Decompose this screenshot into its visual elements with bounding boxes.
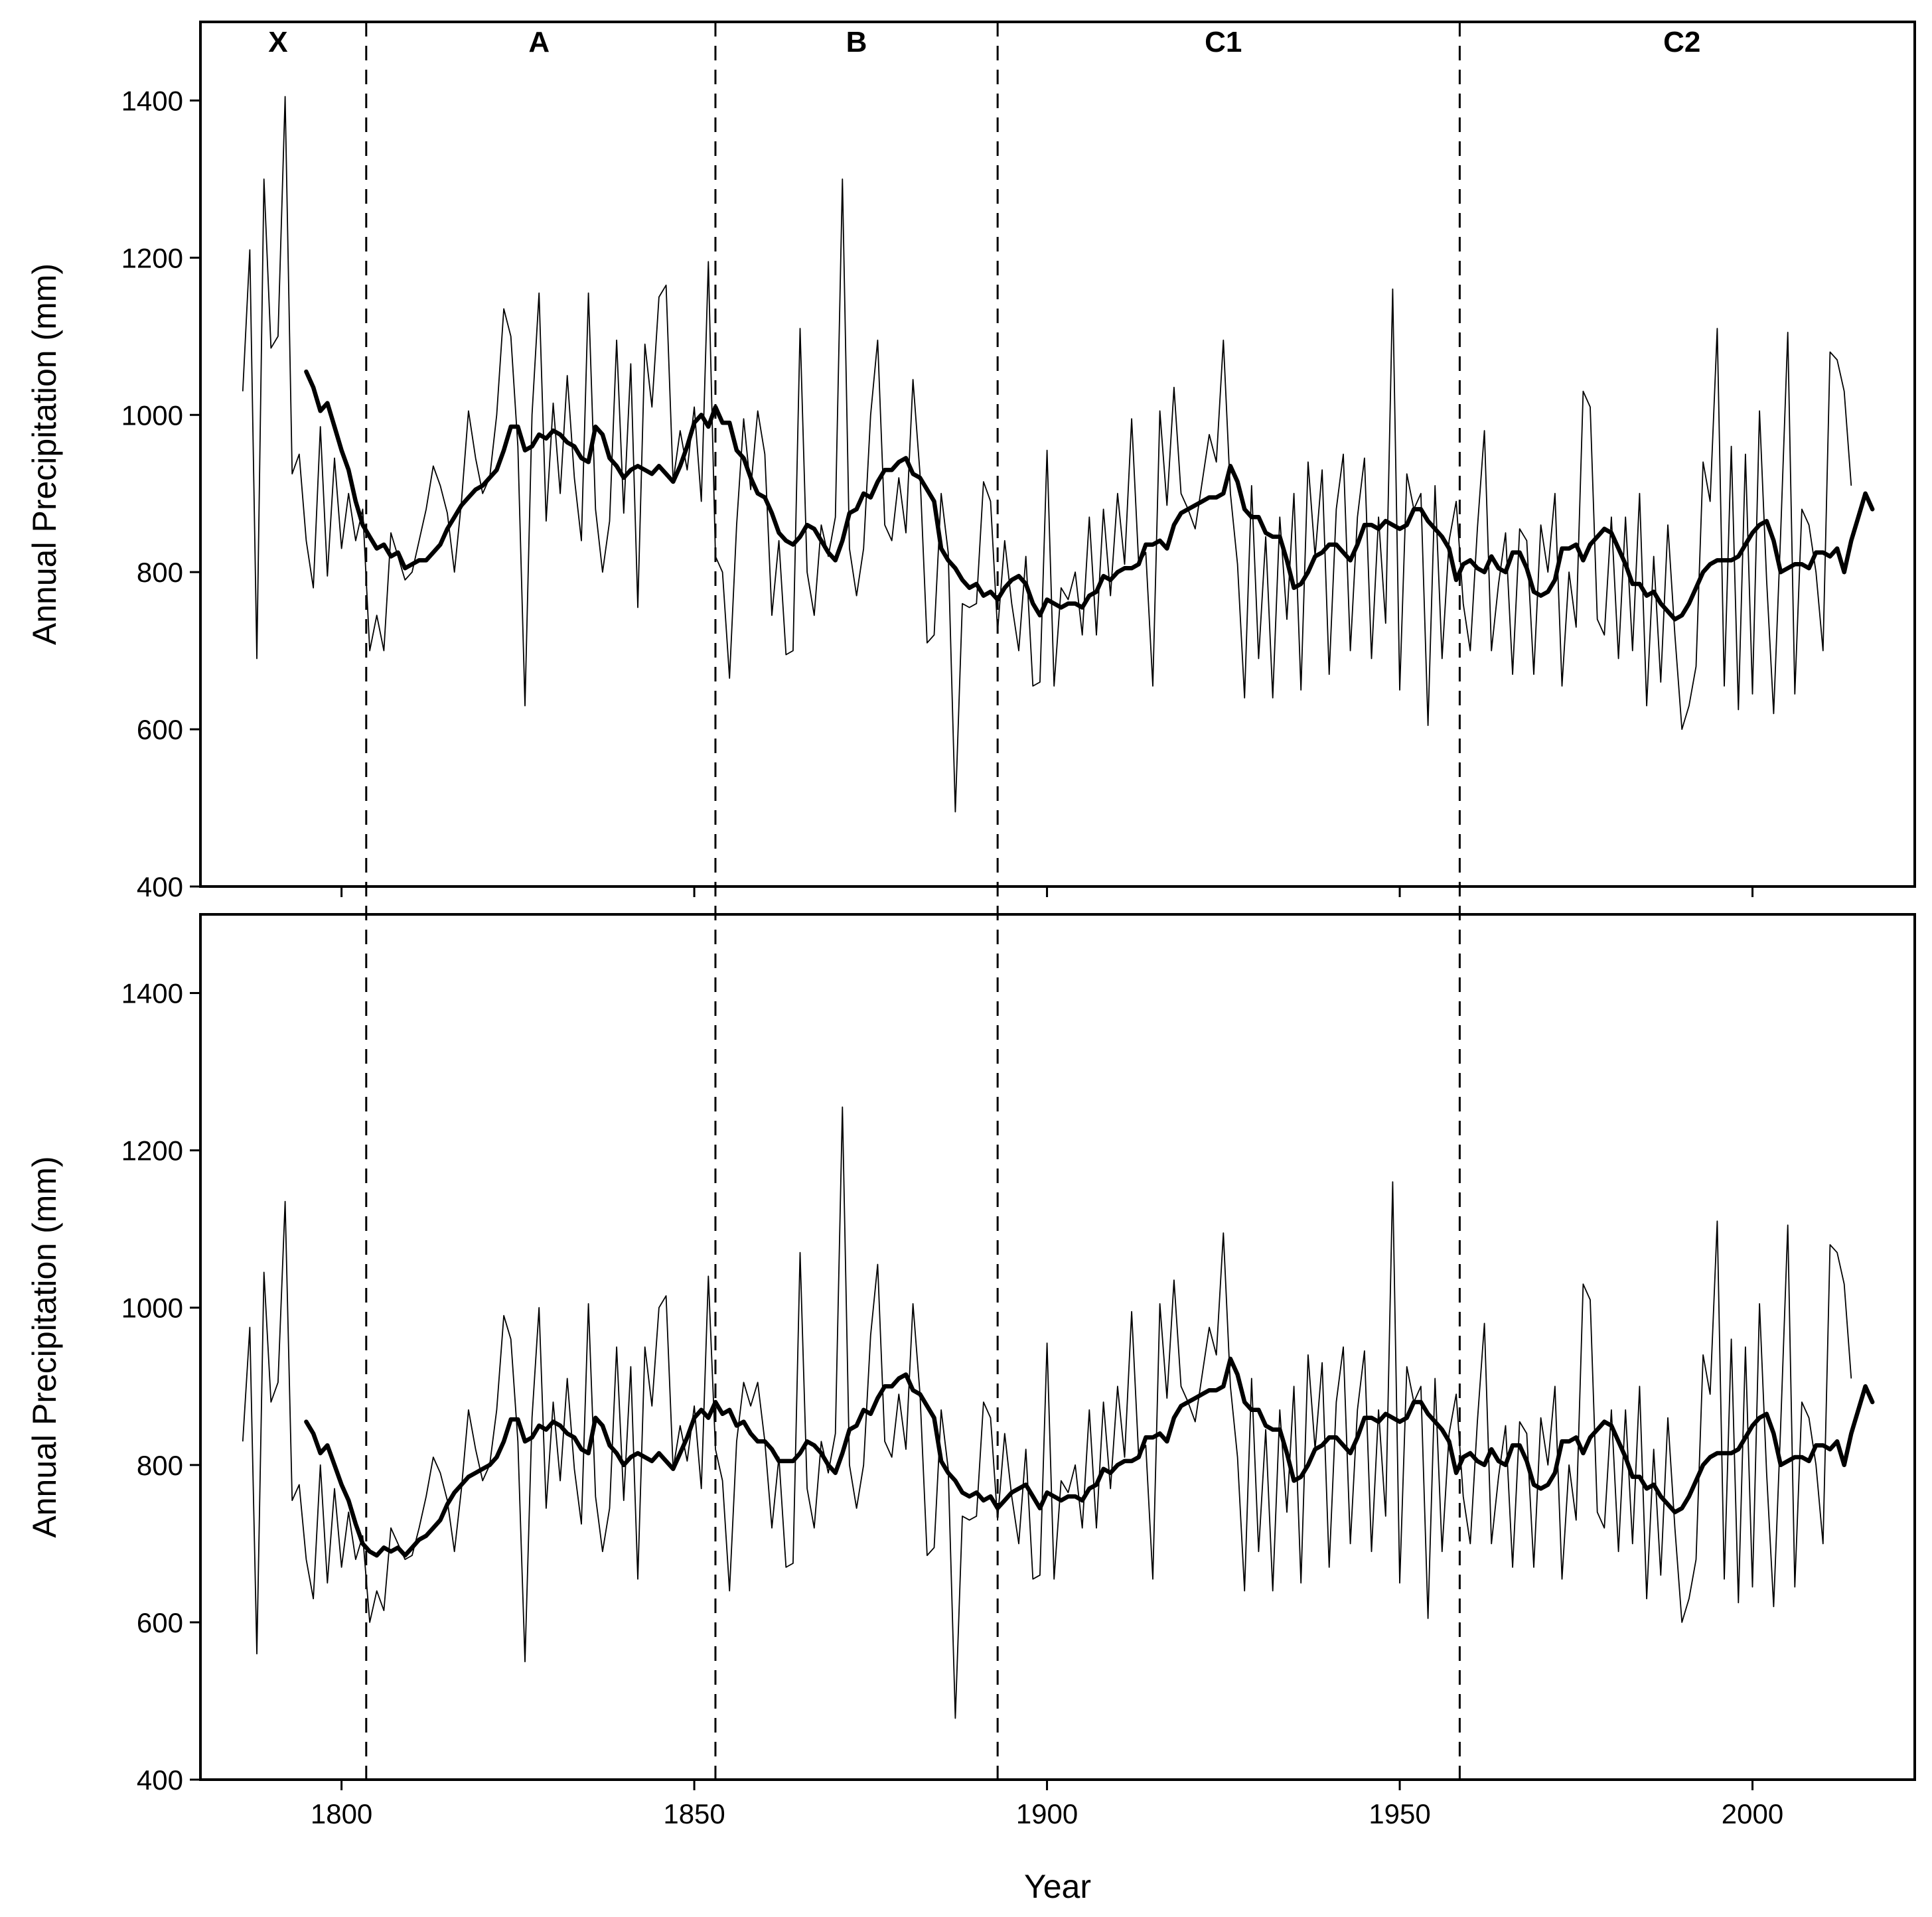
x-tick-label: 1900 bbox=[1016, 1798, 1078, 1829]
x-tick-label: 2000 bbox=[1722, 1798, 1783, 1829]
x-axis-title: Year bbox=[1024, 1868, 1091, 1905]
bottom-plot-frame bbox=[199, 913, 1916, 1781]
top-y-tick-label: 1200 bbox=[121, 242, 183, 273]
top-plot-frame bbox=[199, 21, 1916, 888]
period-label-b: B bbox=[846, 26, 867, 58]
bottom-y-tick-label: 1400 bbox=[121, 978, 183, 1009]
bottom-y-tick-label: 800 bbox=[137, 1450, 183, 1481]
top-annual-series-line bbox=[242, 96, 1852, 813]
panel-top: Annual Precipitation (mm) 400 600 800 1000 1… bbox=[26, 21, 1916, 902]
top-y-tick-label: 600 bbox=[137, 714, 183, 745]
period-label-c2: C2 bbox=[1663, 26, 1700, 58]
x-tick-label: 1850 bbox=[663, 1798, 725, 1829]
period-label-x: X bbox=[268, 26, 287, 58]
top-smoothed-series-line bbox=[304, 369, 1875, 622]
panel-bottom-y-axis-title: Annual Precipitation (mm) bbox=[26, 1156, 63, 1537]
period-labels: X A B C1 C2 bbox=[268, 26, 1700, 58]
top-y-tick-label: 1400 bbox=[121, 85, 183, 116]
x-tick-label: 1800 bbox=[311, 1798, 372, 1829]
panel-top-y-axis-title: Annual Precipitation (mm) bbox=[26, 263, 63, 645]
top-y-tick-label: 400 bbox=[137, 871, 183, 902]
panel-bottom: Annual Precipitation (mm) 400 600 800 1000 1… bbox=[26, 913, 1916, 1829]
top-y-tick-label: 800 bbox=[137, 557, 183, 588]
x-tick-label: 1950 bbox=[1369, 1798, 1430, 1829]
bottom-smoothed-series-line bbox=[304, 1356, 1875, 1558]
bottom-y-tick-label: 400 bbox=[137, 1764, 183, 1796]
period-label-c1: C1 bbox=[1205, 26, 1242, 58]
bottom-y-tick-label: 1200 bbox=[121, 1135, 183, 1167]
bottom-y-tick-label: 1000 bbox=[121, 1293, 183, 1324]
period-label-a: A bbox=[528, 26, 550, 58]
top-y-tick-label: 1000 bbox=[121, 399, 183, 431]
bottom-y-tick-label: 600 bbox=[137, 1607, 183, 1638]
period-dividers bbox=[365, 22, 1461, 1780]
bottom-annual-series-line bbox=[242, 1106, 1852, 1719]
